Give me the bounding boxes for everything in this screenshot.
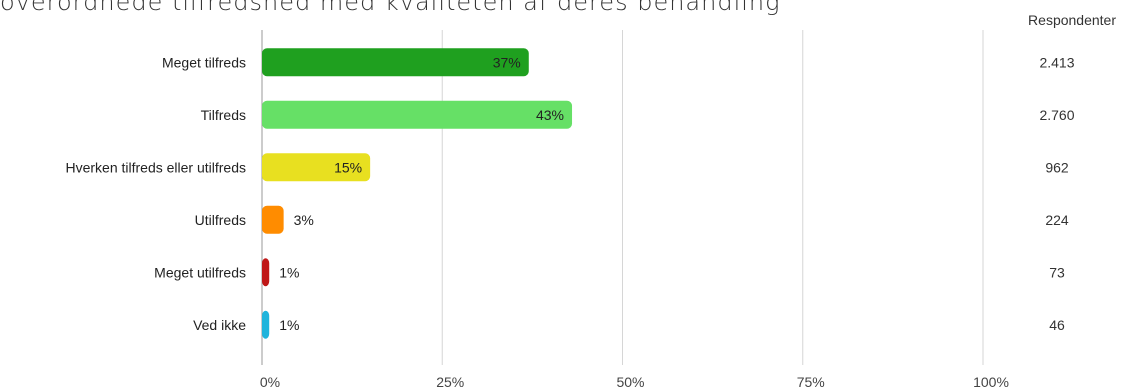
x-tick-label: 75% [797, 374, 825, 390]
bar [262, 258, 270, 287]
x-tick-label: 25% [436, 374, 464, 390]
chart-title: overordnede tilfredshed med kvaliteten a… [0, 0, 781, 16]
x-tick-label: 0% [260, 374, 280, 390]
data-label: 1% [279, 264, 299, 280]
category-label: Meget tilfreds [162, 54, 246, 70]
x-tick-label: 100% [973, 374, 1009, 390]
category-label: Ved ikke [193, 317, 246, 333]
data-label: 3% [294, 212, 314, 228]
bar [262, 100, 573, 129]
respondent-count: 2.760 [1039, 107, 1074, 123]
bar [262, 48, 529, 77]
bar [262, 310, 270, 339]
category-label: Tilfreds [201, 107, 246, 123]
data-label: 37% [493, 54, 521, 70]
category-label: Meget utilfreds [154, 264, 246, 280]
data-label: 15% [334, 159, 362, 175]
respondent-count: 2.413 [1039, 54, 1074, 70]
respondent-count: 224 [1045, 212, 1069, 228]
x-tick-label: 50% [616, 374, 644, 390]
data-label: 1% [279, 317, 299, 333]
respondent-count: 962 [1045, 159, 1069, 175]
data-label: 43% [536, 107, 564, 123]
respondent-count: 73 [1049, 264, 1065, 280]
respondent-count: 46 [1049, 317, 1065, 333]
bar [262, 153, 371, 182]
respondents-header: Respondenter [1028, 12, 1116, 28]
bar [262, 205, 284, 234]
category-label: Utilfreds [195, 212, 246, 228]
category-label: Hverken tilfreds eller utilfreds [65, 159, 246, 175]
